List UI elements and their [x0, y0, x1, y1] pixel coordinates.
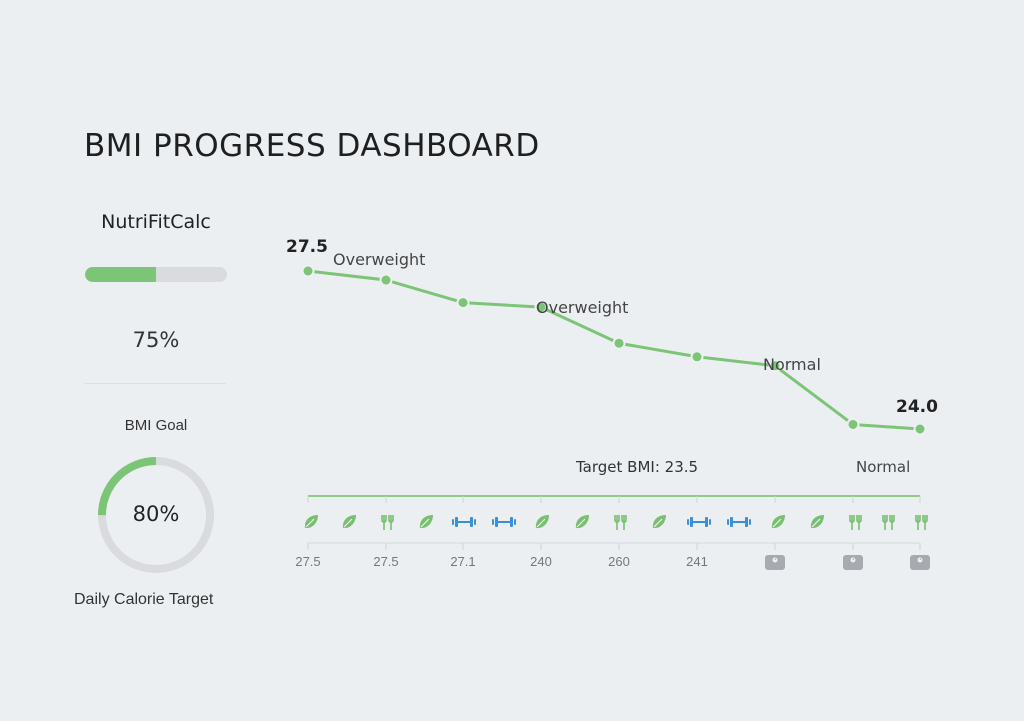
target-bmi-label: Target BMI: 23.5: [576, 458, 699, 476]
dumbbell-icon: [491, 513, 517, 531]
utensils-icon: [879, 513, 897, 531]
bmi-goal-percent: 80%: [132, 502, 180, 526]
data-point: [456, 296, 470, 310]
dumbbell-icon: [726, 513, 752, 531]
daily-calorie-label: Daily Calorie Target: [74, 591, 214, 608]
leaf-icon: [769, 513, 787, 531]
data-point: [534, 300, 548, 314]
app-name: NutriFitCalc: [101, 211, 211, 233]
dumbbell-icon: [686, 513, 712, 531]
annotation-normal: Normal: [763, 355, 821, 374]
end-value-label: 24.0: [896, 397, 938, 417]
utensils-icon: [912, 513, 930, 531]
dumbbell-icon: [451, 513, 477, 531]
divider: [84, 383, 226, 384]
start-value-label: 27.5: [286, 237, 328, 257]
data-point: [768, 359, 782, 373]
leaf-icon: [650, 513, 668, 531]
axis-tick-label: 27.1: [450, 554, 476, 569]
progress-bar: [85, 267, 227, 282]
data-point: [612, 336, 626, 350]
axis-tick-label: 240: [530, 554, 552, 569]
bmi-line: [307, 269, 921, 431]
data-point: [913, 422, 927, 436]
leaf-icon: [417, 513, 435, 531]
bmi-goal-ring: [98, 457, 214, 573]
scale-icon: [843, 555, 863, 571]
annotation-overweight-2: Overweight: [536, 298, 629, 317]
data-point: [301, 264, 315, 278]
leaf-icon: [573, 513, 591, 531]
data-point: [846, 417, 860, 431]
utensils-icon: [378, 513, 396, 531]
axis-tick-label: 260: [608, 554, 630, 569]
progress-bar-fill: [85, 267, 156, 282]
axis-tick-label: 27.5: [373, 554, 399, 569]
axis-tick-label: 241: [686, 554, 708, 569]
leaf-icon: [533, 513, 551, 531]
utensils-icon: [611, 513, 629, 531]
scale-icon: [765, 555, 785, 571]
bmi-goal-label: BMI Goal: [124, 417, 188, 434]
leaf-icon: [302, 513, 320, 531]
data-point: [690, 350, 704, 364]
axis-tick-label: 27.5: [295, 554, 321, 569]
scale-icon: [910, 555, 930, 571]
progress-percent: 75%: [132, 328, 180, 352]
page-title: BMI PROGRESS DASHBOARD: [84, 128, 540, 164]
annotation-overweight-1: Overweight: [333, 250, 426, 269]
utensils-icon: [846, 513, 864, 531]
leaf-icon: [808, 513, 826, 531]
data-point: [379, 273, 393, 287]
target-status-label: Normal: [856, 458, 911, 476]
leaf-icon: [340, 513, 358, 531]
